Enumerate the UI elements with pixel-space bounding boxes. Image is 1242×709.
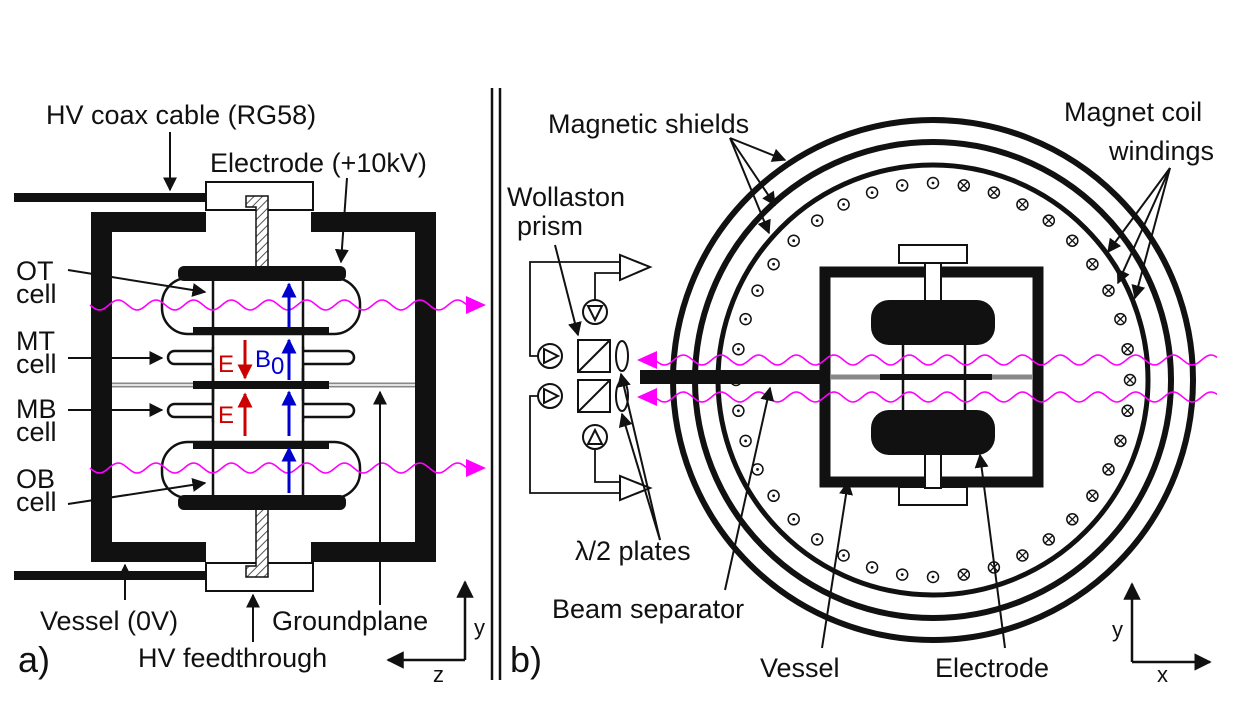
- panel-divider: [490, 88, 502, 680]
- hv-coax-cable-bottom: [14, 571, 210, 580]
- panel-b-tag: b): [510, 639, 542, 680]
- wollaston-prism-top: [577, 339, 611, 373]
- half-wave-plate-top: [615, 340, 629, 372]
- panel-a-tag: a): [18, 639, 50, 680]
- label-ot-cell-1: OT: [16, 256, 54, 286]
- label-mt-cell-2: cell: [16, 349, 57, 379]
- e-field-label-top: E: [218, 351, 234, 378]
- hv-feedthrough-bottom: [205, 499, 314, 592]
- label-wollaston-2: prism: [517, 211, 583, 241]
- photodiodes: [537, 299, 608, 450]
- electrode-bottom: [178, 495, 346, 510]
- electrode-top: [178, 266, 346, 281]
- label-beam-separator: Beam separator: [552, 594, 744, 624]
- label-hv-feedthrough: HV feedthrough: [138, 643, 327, 673]
- amplifier-wiring: [529, 261, 620, 494]
- label-mb-cell-2: cell: [16, 417, 57, 447]
- ob-cell: [160, 440, 362, 500]
- magnet-coil-windings: [729, 176, 1137, 584]
- panel-b-leaders: [554, 137, 1171, 649]
- axis-y-b: y: [1112, 617, 1123, 642]
- electrode-b-top: [871, 300, 995, 345]
- hv-feedthrough-top: [205, 181, 314, 276]
- label-electrode-b: Electrode: [935, 653, 1049, 683]
- laser-beam-top-b: [654, 354, 1218, 366]
- hv-coax-cable-top: [14, 193, 210, 202]
- laser-beam-top-a: [89, 299, 469, 311]
- axes-b: [1123, 582, 1212, 671]
- label-ob-cell-1: OB: [16, 464, 55, 494]
- groundplane-a: [193, 381, 329, 389]
- plate-ob-upper: [193, 442, 329, 449]
- label-magnet-coil-2: windings: [1108, 136, 1214, 166]
- label-mb-cell-1: MB: [16, 394, 57, 424]
- plate-ot-lower: [193, 327, 329, 334]
- axes-a: [386, 580, 474, 669]
- amplifier-bottom: [619, 474, 653, 502]
- label-vessel-b: Vessel: [760, 653, 840, 683]
- label-half-wave-plates: λ/2 plates: [575, 536, 691, 566]
- label-wollaston-1: Wollaston: [507, 182, 625, 212]
- laser-arrowhead-bottom-b: [637, 388, 657, 406]
- panel-b: Magnetic shields Magnet coil windings Wo…: [507, 97, 1218, 687]
- laser-arrowhead-top-a: [466, 296, 486, 314]
- label-electrode-a: Electrode (+10kV): [210, 148, 427, 178]
- amplifier-top: [619, 253, 653, 282]
- label-hv-coax: HV coax cable (RG58): [46, 100, 316, 130]
- label-magnetic-shields: Magnetic shields: [548, 109, 749, 139]
- label-groundplane: Groundplane: [272, 606, 428, 636]
- axis-y-a: y: [474, 615, 485, 640]
- e-field-label-bottom: E: [218, 402, 234, 429]
- label-mt-cell-1: MT: [16, 326, 55, 356]
- laser-arrowhead-top-b: [637, 351, 657, 369]
- label-ob-cell-2: cell: [16, 487, 57, 517]
- laser-beam-bottom-b: [654, 391, 1218, 403]
- beam-separator-rod: [640, 370, 830, 384]
- label-vessel-a: Vessel (0V): [40, 606, 178, 636]
- label-magnet-coil-1: Magnet coil: [1064, 97, 1202, 127]
- laser-beam-bottom-a: [89, 462, 469, 474]
- panel-a-leaders: [67, 132, 387, 642]
- b-field-label: B0: [255, 346, 284, 380]
- feedthrough-b-top: [898, 244, 968, 309]
- axis-z-a: z: [433, 662, 444, 687]
- axis-x-b: x: [1157, 662, 1168, 687]
- groundplane-b: [880, 374, 992, 380]
- feedthrough-b-bottom: [898, 447, 968, 506]
- electrode-b-posts: [901, 345, 967, 410]
- label-ot-cell-2: cell: [16, 279, 57, 309]
- ot-cell: [160, 276, 362, 336]
- panel-a: E E B0 HV coax cable (RG58) Electrode (+…: [14, 100, 486, 687]
- electrode-b-bottom: [871, 410, 995, 455]
- difference-amplifiers: [619, 253, 653, 502]
- wollaston-prism-bottom: [577, 379, 611, 413]
- laser-arrowhead-bottom-a: [466, 459, 486, 477]
